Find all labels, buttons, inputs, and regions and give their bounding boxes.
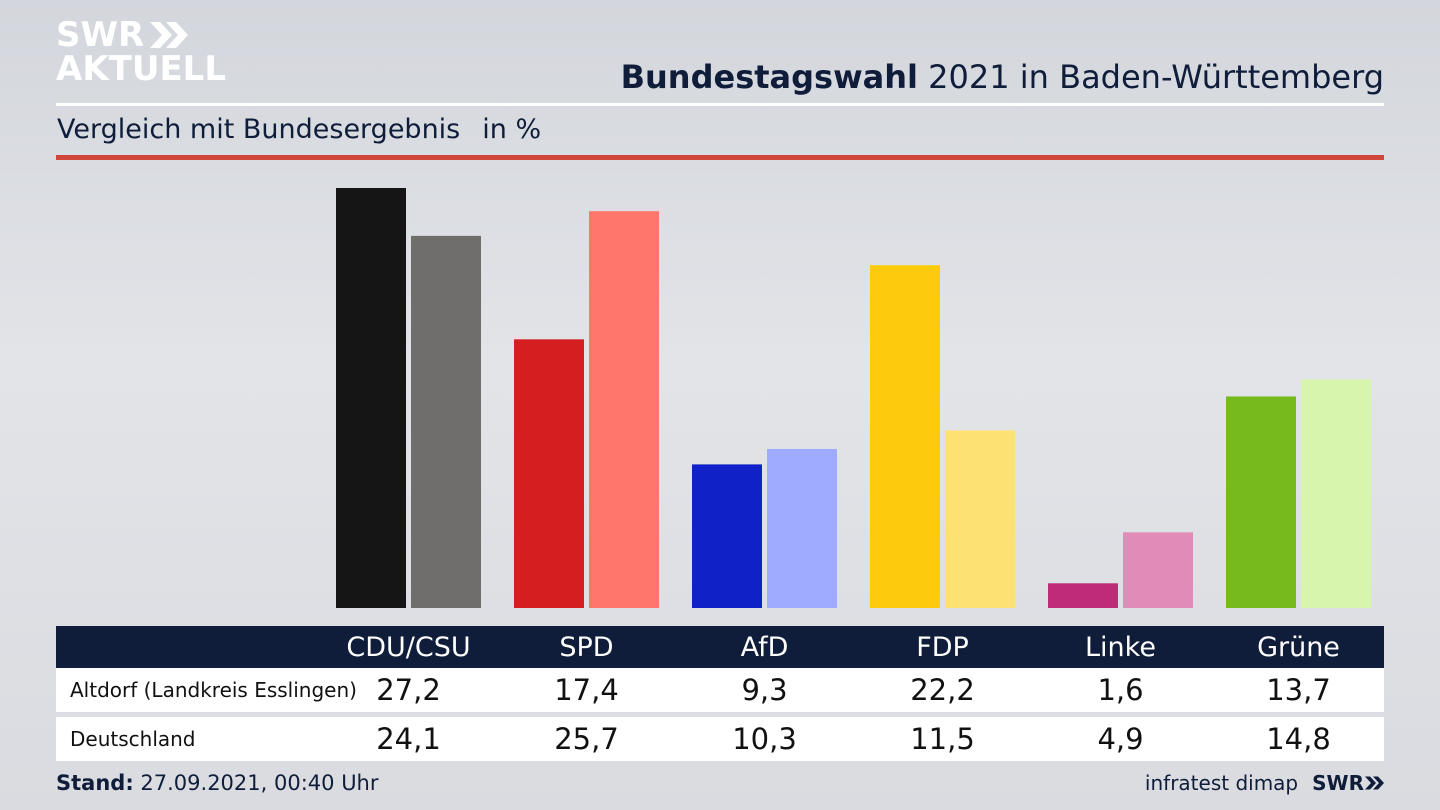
column-header: SPD [559, 631, 614, 663]
table-header: CDU/CSU SPD AfD FDP Linke Grüne [56, 626, 1384, 668]
title-divider [56, 103, 1384, 106]
bar-cdu-csu-local [336, 188, 406, 608]
swr-aktuell-logo: SWR AKTUELL [56, 18, 226, 86]
page-title: Bundestagswahl 2021 in Baden-Württemberg [621, 58, 1384, 96]
bar-fdp-national [945, 430, 1015, 608]
value-cell: 24,1 [376, 722, 441, 756]
bar-spd-national [589, 211, 659, 609]
bar-afd-national [767, 448, 837, 608]
accent-divider [56, 155, 1384, 160]
footer-credits: infratest dimap SWR [1145, 771, 1384, 795]
footer-swr-logo: SWR [1312, 771, 1384, 795]
stand-label: Stand: [56, 771, 134, 795]
table-row: Altdorf (Landkreis Esslingen) 27,2 17,4 9,… [56, 668, 1384, 712]
subtitle-text: Vergleich mit Bundesergebnis [57, 114, 461, 145]
value-cell: 25,7 [554, 722, 619, 756]
stand-value: 27.09.2021, 00:40 Uhr [140, 771, 379, 795]
subtitle: Vergleich mit Bundesergebnis in % [57, 114, 541, 145]
value-cell: 9,3 [741, 673, 788, 707]
value-cell: 14,8 [1266, 722, 1331, 756]
double-chevron-icon [150, 22, 189, 48]
footer-logo-text: SWR [1312, 771, 1364, 795]
column-header: FDP [916, 631, 969, 663]
value-cell: 27,2 [376, 673, 441, 707]
unit-label: in % [482, 114, 542, 145]
bar-linke-local [1048, 583, 1118, 608]
row-label: Altdorf (Landkreis Esslingen) [70, 678, 357, 702]
column-header: Linke [1085, 631, 1156, 663]
source-label: infratest dimap [1144, 771, 1299, 795]
bar-linke-national [1123, 532, 1193, 608]
value-cell: 11,5 [910, 722, 975, 756]
column-header: AfD [740, 631, 789, 663]
bar-gr-ne-national [1301, 379, 1371, 608]
column-header: CDU/CSU [346, 631, 471, 663]
bar-fdp-local [870, 265, 940, 608]
bar-gr-ne-local [1226, 396, 1296, 608]
value-cell: 22,2 [910, 673, 975, 707]
bar-cdu-csu-national [411, 235, 481, 608]
value-cell: 1,6 [1097, 673, 1144, 707]
value-cell: 10,3 [732, 722, 797, 756]
logo-line1: SWR [56, 15, 145, 55]
bar-chart [336, 188, 1371, 609]
row-label: Deutschland [70, 727, 196, 751]
column-header: Grüne [1257, 631, 1340, 663]
value-cell: 4,9 [1097, 722, 1144, 756]
logo-line2: AKTUELL [56, 49, 227, 89]
title-bold: Bundestagswahl [620, 58, 918, 96]
title-rest: 2021 in Baden-Württemberg [928, 58, 1384, 96]
bar-afd-local [692, 464, 762, 608]
value-cell: 13,7 [1266, 673, 1331, 707]
value-cell: 17,4 [554, 673, 619, 707]
bar-spd-local [514, 339, 584, 608]
table-row: Deutschland 24,1 25,7 10,3 11,5 4,9 14,8 [56, 717, 1384, 761]
double-chevron-icon [1365, 776, 1384, 790]
results-table: CDU/CSU SPD AfD FDP Linke Grüne Altdorf (Land… [56, 626, 1384, 761]
timestamp: Stand: 27.09.2021, 00:40 Uhr [56, 771, 379, 795]
